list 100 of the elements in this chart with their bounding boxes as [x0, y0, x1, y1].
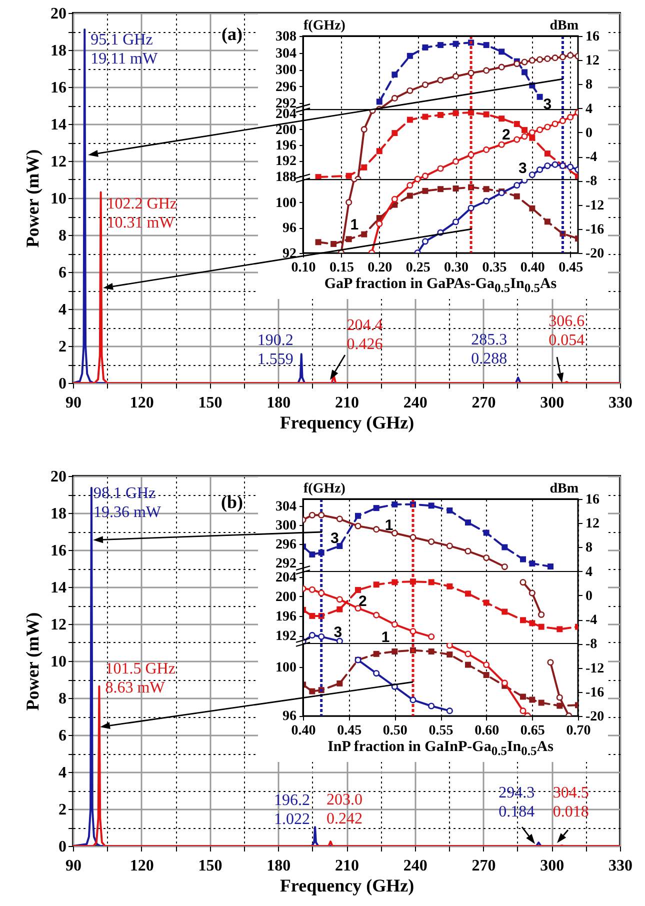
y-tick-label: 308: [276, 30, 297, 44]
annotation: 102.2 GHz 10.31 mW: [106, 195, 178, 232]
annotation: 196.2 1.022: [274, 792, 310, 828]
y-tick-label: 18: [50, 506, 66, 522]
y2-tick-label: -16: [586, 685, 604, 700]
annotation: 190.2 1.559: [257, 332, 294, 368]
y2-tick-label: 4: [586, 564, 592, 580]
annotation: 304.5 0.018: [552, 784, 589, 821]
x-tick-label: 150: [198, 858, 222, 874]
y2-axis-title: dBm: [550, 18, 579, 34]
x-tick-label: 0.70: [566, 724, 591, 738]
annotation: 3: [518, 160, 527, 177]
x-tick-label: 0.45: [558, 260, 584, 276]
y-tick-label: 192: [276, 154, 297, 170]
x-tick-label: 180: [266, 394, 291, 412]
x-axis-title: Frequency (GHz): [280, 876, 414, 896]
x-tick-label: 90: [66, 858, 82, 874]
y2-tick-label: -4: [586, 613, 598, 628]
y2-tick-label: -12: [586, 198, 604, 214]
y2-tick-label: -20: [586, 246, 604, 262]
y2-tick-label: -16: [586, 222, 604, 238]
y2-tick-label: 0: [586, 126, 592, 141]
y-tick-label: 192: [276, 629, 297, 644]
y-tick-label: 18: [50, 42, 66, 60]
x-tick-label: 0.40: [520, 260, 545, 276]
x-tick-label: 330: [608, 394, 632, 412]
x-tick-label: 0.60: [474, 724, 500, 738]
annotation: 95.1 GHz 19.11 mW: [90, 31, 158, 68]
x-tick-label: 150: [198, 394, 222, 412]
x-tick-label: 300: [540, 858, 564, 874]
y-tick-label: 8: [58, 690, 66, 708]
y-tick-label: 20: [50, 6, 66, 22]
y2-tick-label: 16: [586, 492, 600, 508]
y-tick-label: 12: [50, 616, 66, 634]
x-tick-label: 0.25: [406, 260, 430, 276]
annotation: 1: [384, 516, 394, 534]
y2-tick-label: 4: [586, 102, 592, 117]
y2-tick-label: -12: [586, 661, 604, 676]
x-tick-label: 120: [130, 394, 154, 412]
annotation: 1: [350, 216, 359, 234]
annotation: 306.6 0.054: [548, 313, 585, 349]
x-tick-label: 0.35: [482, 260, 507, 276]
x-tick-label: 300: [540, 394, 564, 412]
y-axis-title: Power (mW): [22, 149, 42, 248]
y-tick-label: 10: [50, 190, 66, 208]
y-tick-label: 14: [50, 580, 66, 596]
y2-tick-label: 8: [586, 78, 592, 93]
y-tick-label: 4: [58, 302, 66, 318]
y-tick-label: 296: [276, 80, 297, 95]
y-tick-label: 8: [58, 228, 66, 244]
y-tick-label: 16: [50, 542, 66, 560]
x-tick-label: 210: [335, 858, 359, 874]
x-tick-label: 0.50: [382, 724, 408, 738]
y-tick-label: 196: [276, 610, 297, 625]
y-tick-label: 96: [282, 709, 297, 724]
x-tick-label: 270: [472, 858, 496, 874]
x-tick-label: 0.30: [444, 260, 469, 276]
x-tick-label: 330: [608, 858, 632, 874]
y-tick-label: 296: [276, 538, 297, 553]
x-axis-title: GaP fraction in GaPAs-Ga$_{0.5}$In$_{0.5}$As: [323, 275, 558, 297]
y-tick-label: 6: [58, 264, 66, 282]
x-tick-label: 0.20: [368, 260, 392, 276]
y-tick-label: 196: [276, 138, 297, 154]
x-tick-label: 0.55: [428, 724, 454, 738]
annotation: 3: [543, 96, 552, 113]
y-tick-label: 100: [276, 196, 297, 212]
y-axis-title: f(GHz): [304, 18, 346, 34]
y-axis-title: f(GHz): [304, 482, 346, 496]
y-tick-label: 100: [276, 661, 297, 676]
y-tick-label: 300: [276, 518, 297, 534]
y2-tick-label: -8: [586, 637, 598, 652]
x-axis-title: Frequency (GHz): [280, 412, 414, 432]
x-tick-label: 180: [266, 858, 291, 874]
y-tick-label: 200: [276, 590, 297, 606]
y2-tick-label: 12: [586, 54, 600, 69]
y-tick-label: 20: [50, 468, 66, 486]
x-tick-label: 0.10: [291, 260, 316, 276]
annotation: 294.3 0.184: [498, 784, 535, 821]
x-tick-label: 120: [130, 858, 154, 874]
y-tick-label: 304: [276, 500, 297, 515]
y-tick-label: 188: [276, 170, 297, 185]
x-tick-label: 0.40: [291, 724, 316, 738]
x-tick-label: 0.65: [520, 724, 545, 738]
y-tick-label: 10: [50, 654, 66, 670]
y-tick-label: 6: [58, 728, 66, 744]
y-axis-title: Power (mW): [22, 612, 42, 711]
annotation: 1: [381, 628, 390, 646]
x-axis-title: InP fraction in GaInP-Ga$_{0.5}$In$_{0.5}$As: [326, 738, 554, 760]
y-tick-label: 0: [58, 376, 66, 392]
y-tick-label: 0: [58, 838, 66, 856]
y-tick-label: 292: [276, 556, 297, 572]
annotation: 2: [358, 592, 367, 610]
y-tick-label: 92: [282, 246, 297, 262]
annotation: 2: [502, 126, 510, 144]
annotation: 3: [330, 530, 339, 548]
y2-tick-label: -4: [586, 150, 598, 166]
x-tick-label: 0.45: [337, 724, 362, 738]
annotation: (b): [221, 492, 244, 512]
y-tick-label: 12: [50, 154, 66, 170]
x-tick-label: 270: [472, 394, 496, 412]
